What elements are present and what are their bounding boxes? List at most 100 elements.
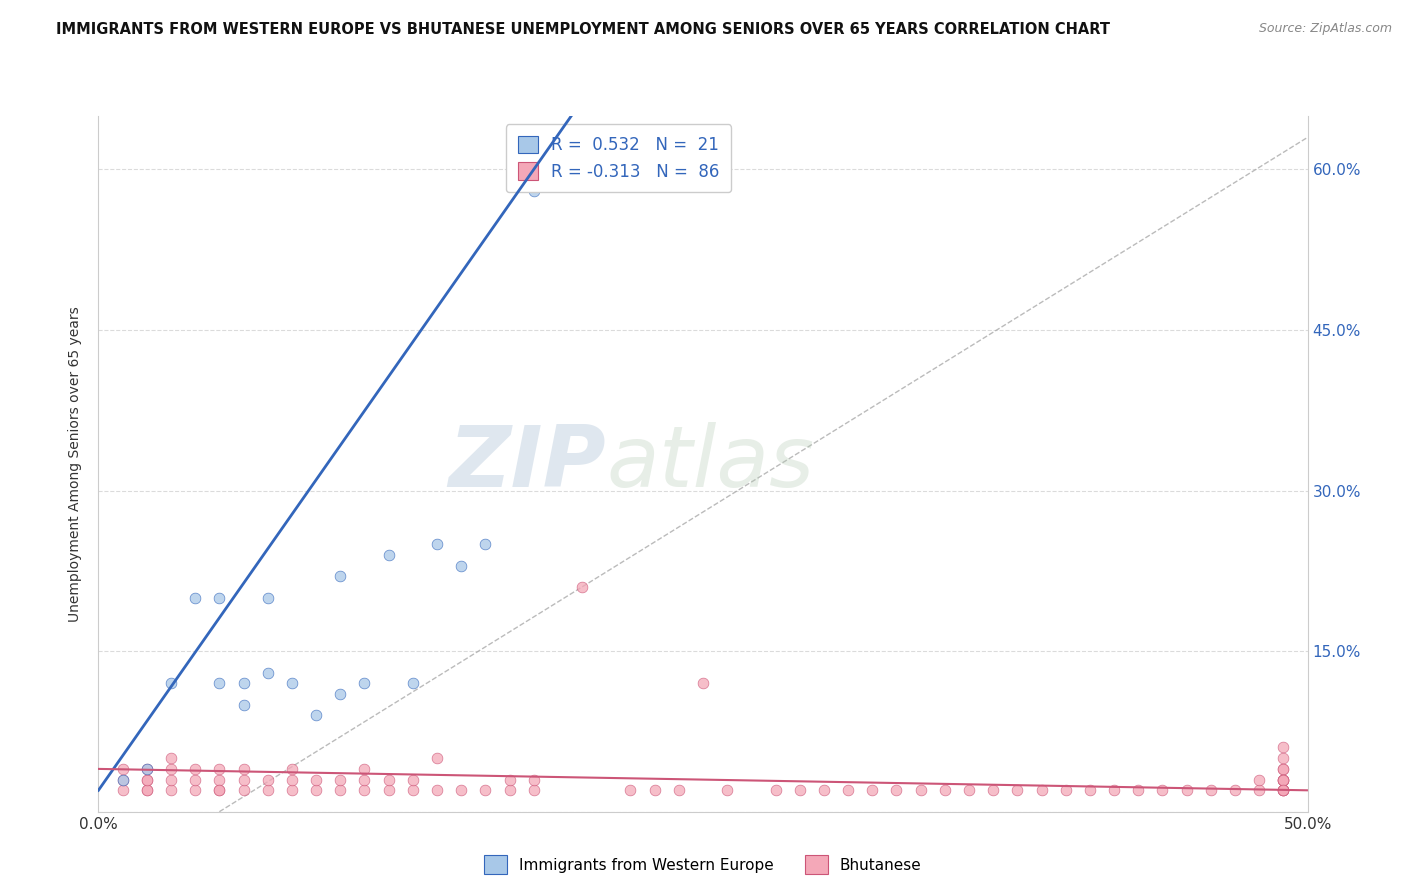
Point	[523, 783, 546, 797]
Point	[329, 783, 352, 797]
Point	[135, 783, 157, 797]
Point	[232, 676, 254, 690]
Point	[256, 591, 278, 605]
Text: ZIP: ZIP	[449, 422, 606, 506]
Point	[208, 591, 231, 605]
Point	[377, 548, 399, 562]
Point	[474, 537, 496, 551]
Point	[1223, 783, 1246, 797]
Point	[1249, 783, 1271, 797]
Legend: Immigrants from Western Europe, Bhutanese: Immigrants from Western Europe, Bhutanes…	[478, 849, 928, 880]
Point	[1272, 772, 1295, 787]
Point	[160, 783, 183, 797]
Point	[111, 762, 134, 776]
Point	[644, 783, 666, 797]
Point	[160, 762, 183, 776]
Point	[1272, 783, 1295, 797]
Point	[281, 783, 304, 797]
Point	[329, 569, 352, 583]
Point	[1128, 783, 1150, 797]
Point	[135, 772, 157, 787]
Point	[160, 676, 183, 690]
Point	[402, 676, 425, 690]
Point	[498, 772, 520, 787]
Point	[353, 762, 375, 776]
Point	[789, 783, 811, 797]
Point	[813, 783, 835, 797]
Point	[208, 772, 231, 787]
Point	[860, 783, 883, 797]
Point	[1031, 783, 1053, 797]
Point	[160, 751, 183, 765]
Point	[523, 772, 546, 787]
Point	[474, 783, 496, 797]
Point	[208, 676, 231, 690]
Point	[353, 772, 375, 787]
Point	[450, 783, 472, 797]
Point	[377, 772, 399, 787]
Point	[450, 558, 472, 573]
Point	[232, 783, 254, 797]
Point	[498, 783, 520, 797]
Point	[1272, 751, 1295, 765]
Point	[208, 783, 231, 797]
Point	[281, 762, 304, 776]
Point	[1272, 740, 1295, 755]
Point	[765, 783, 787, 797]
Point	[281, 772, 304, 787]
Point	[256, 772, 278, 787]
Point	[1249, 772, 1271, 787]
Point	[1272, 772, 1295, 787]
Point	[208, 762, 231, 776]
Point	[619, 783, 641, 797]
Point	[184, 783, 207, 797]
Point	[981, 783, 1004, 797]
Point	[111, 783, 134, 797]
Point	[1152, 783, 1174, 797]
Point	[135, 762, 157, 776]
Point	[232, 698, 254, 712]
Point	[692, 676, 714, 690]
Y-axis label: Unemployment Among Seniors over 65 years: Unemployment Among Seniors over 65 years	[69, 306, 83, 622]
Point	[426, 783, 449, 797]
Point	[329, 687, 352, 701]
Point	[1272, 772, 1295, 787]
Point	[1078, 783, 1101, 797]
Point	[934, 783, 956, 797]
Point	[184, 772, 207, 787]
Text: atlas: atlas	[606, 422, 814, 506]
Point	[1102, 783, 1125, 797]
Point	[305, 708, 328, 723]
Point	[135, 783, 157, 797]
Point	[1054, 783, 1077, 797]
Point	[668, 783, 690, 797]
Text: Source: ZipAtlas.com: Source: ZipAtlas.com	[1258, 22, 1392, 36]
Point	[135, 762, 157, 776]
Point	[111, 772, 134, 787]
Point	[305, 772, 328, 787]
Point	[1272, 772, 1295, 787]
Point	[281, 676, 304, 690]
Legend: R =  0.532   N =  21, R = -0.313   N =  86: R = 0.532 N = 21, R = -0.313 N = 86	[506, 124, 731, 193]
Point	[837, 783, 859, 797]
Point	[160, 772, 183, 787]
Point	[1272, 783, 1295, 797]
Point	[208, 783, 231, 797]
Point	[256, 783, 278, 797]
Point	[329, 772, 352, 787]
Point	[184, 762, 207, 776]
Point	[1199, 783, 1222, 797]
Point	[305, 783, 328, 797]
Point	[377, 783, 399, 797]
Point	[402, 772, 425, 787]
Point	[1272, 783, 1295, 797]
Point	[353, 676, 375, 690]
Point	[256, 665, 278, 680]
Point	[886, 783, 908, 797]
Point	[426, 751, 449, 765]
Point	[111, 772, 134, 787]
Point	[135, 772, 157, 787]
Point	[523, 184, 546, 198]
Point	[426, 537, 449, 551]
Point	[1272, 762, 1295, 776]
